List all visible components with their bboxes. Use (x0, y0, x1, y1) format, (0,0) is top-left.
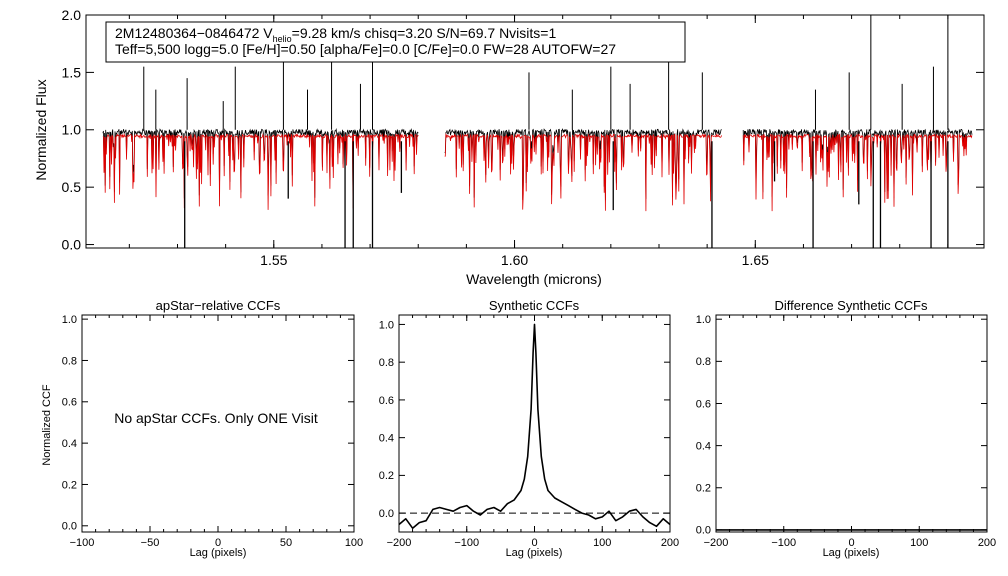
y-tick-label: 0.0 (696, 525, 711, 537)
y-tick-label: 0.2 (62, 479, 77, 491)
y-tick-label: 1.0 (379, 319, 394, 331)
x-tick-label: −100 (771, 537, 796, 549)
x-tick-label: 1.60 (501, 252, 528, 268)
legend-frame (105, 21, 686, 63)
synthetic-ccf-line (398, 323, 671, 529)
y-tick-label: 0.8 (62, 355, 77, 367)
apstar-ccf-panel: apStar−relative CCFs Lag (pixels) Normal… (41, 298, 363, 559)
y-tick-label: 1.0 (62, 122, 82, 138)
y-tick-label: 0.0 (62, 236, 82, 252)
y-tick-label: 1.5 (62, 64, 82, 80)
diff-ccf-title: Difference Synthetic CCFs (775, 298, 928, 313)
diff-ccf-panel: Difference Synthetic CCFs Lag (pixels) −… (696, 298, 996, 559)
y-tick-label: 0.6 (62, 397, 77, 409)
x-tick-label: 50 (280, 537, 292, 549)
y-tick-label: 0.6 (696, 398, 711, 410)
y-tick-label: 0.0 (379, 508, 394, 520)
x-tick-label: −100 (454, 537, 479, 549)
diff-ccf-xlabel: Lag (pixels) (823, 547, 880, 559)
plot-frame (398, 314, 671, 533)
x-tick-label: 0 (215, 537, 221, 549)
x-tick-label: 0 (531, 537, 537, 549)
y-tick-label: 0.2 (696, 483, 711, 495)
x-tick-label: 1.65 (742, 252, 769, 268)
synthetic-spectrum-line (444, 133, 722, 212)
x-tick-label: 1.55 (260, 252, 287, 268)
plot-frame (85, 14, 985, 249)
synthetic-spectrum-line (102, 132, 419, 210)
legend-line1: 2M12480364−0846472 Vhelio=9.28 km/s chis… (115, 25, 556, 44)
apstar-ccf-ylabel: Normalized CCF (41, 384, 53, 466)
y-tick-label: 2.0 (62, 7, 82, 23)
apstar-ccf-annotation: No apStar CCFs. Only ONE Visit (114, 410, 318, 426)
x-tick-label: 100 (345, 537, 363, 549)
x-tick-label: −50 (141, 537, 160, 549)
plot-frame (715, 314, 988, 533)
x-tick-label: 100 (910, 537, 928, 549)
y-tick-label: 0.4 (379, 433, 394, 445)
legend-line2: Teff=5,500 logg=5.0 [Fe/H]=0.50 [alpha/F… (115, 41, 616, 57)
y-tick-label: 0.8 (696, 356, 711, 368)
x-tick-label: −200 (387, 537, 412, 549)
apstar-ccf-xlabel: Lag (pixels) (190, 547, 247, 559)
x-tick-label: −100 (70, 537, 95, 549)
x-tick-label: 100 (593, 537, 611, 549)
y-tick-label: 0.0 (62, 521, 77, 533)
spectrum-xlabel: Wavelength (microns) (466, 271, 602, 287)
spectrum-ylabel: Normalized Flux (33, 79, 49, 180)
y-tick-label: 0.4 (62, 438, 77, 450)
y-tick-label: 0.2 (379, 470, 394, 482)
spectrum-legend-box: 2M12480364−0846472 Vhelio=9.28 km/s chis… (105, 21, 686, 63)
x-tick-label: −200 (704, 537, 729, 549)
x-tick-label: 200 (978, 537, 996, 549)
synthetic-ccf-xlabel: Lag (pixels) (506, 547, 563, 559)
synthetic-ccf-title: Synthetic CCFs (489, 298, 580, 313)
y-tick-label: 0.4 (696, 440, 711, 452)
x-tick-label: 200 (661, 537, 679, 549)
y-tick-label: 0.8 (379, 357, 394, 369)
synthetic-ccf-panel: Synthetic CCFs Lag (pixels) −200 −100 0 100… (379, 298, 679, 559)
apstar-ccf-title: apStar−relative CCFs (156, 298, 281, 313)
y-tick-label: 1.0 (696, 314, 711, 326)
spectrum-panel: Normalized Flux Wavelength (microns) 1.5… (33, 7, 985, 287)
synthetic-spectrum-line (742, 133, 973, 212)
x-tick-label: 0 (848, 537, 854, 549)
y-tick-label: 0.5 (62, 179, 82, 195)
y-tick-label: 1.0 (62, 314, 77, 326)
y-tick-label: 0.6 (379, 395, 394, 407)
